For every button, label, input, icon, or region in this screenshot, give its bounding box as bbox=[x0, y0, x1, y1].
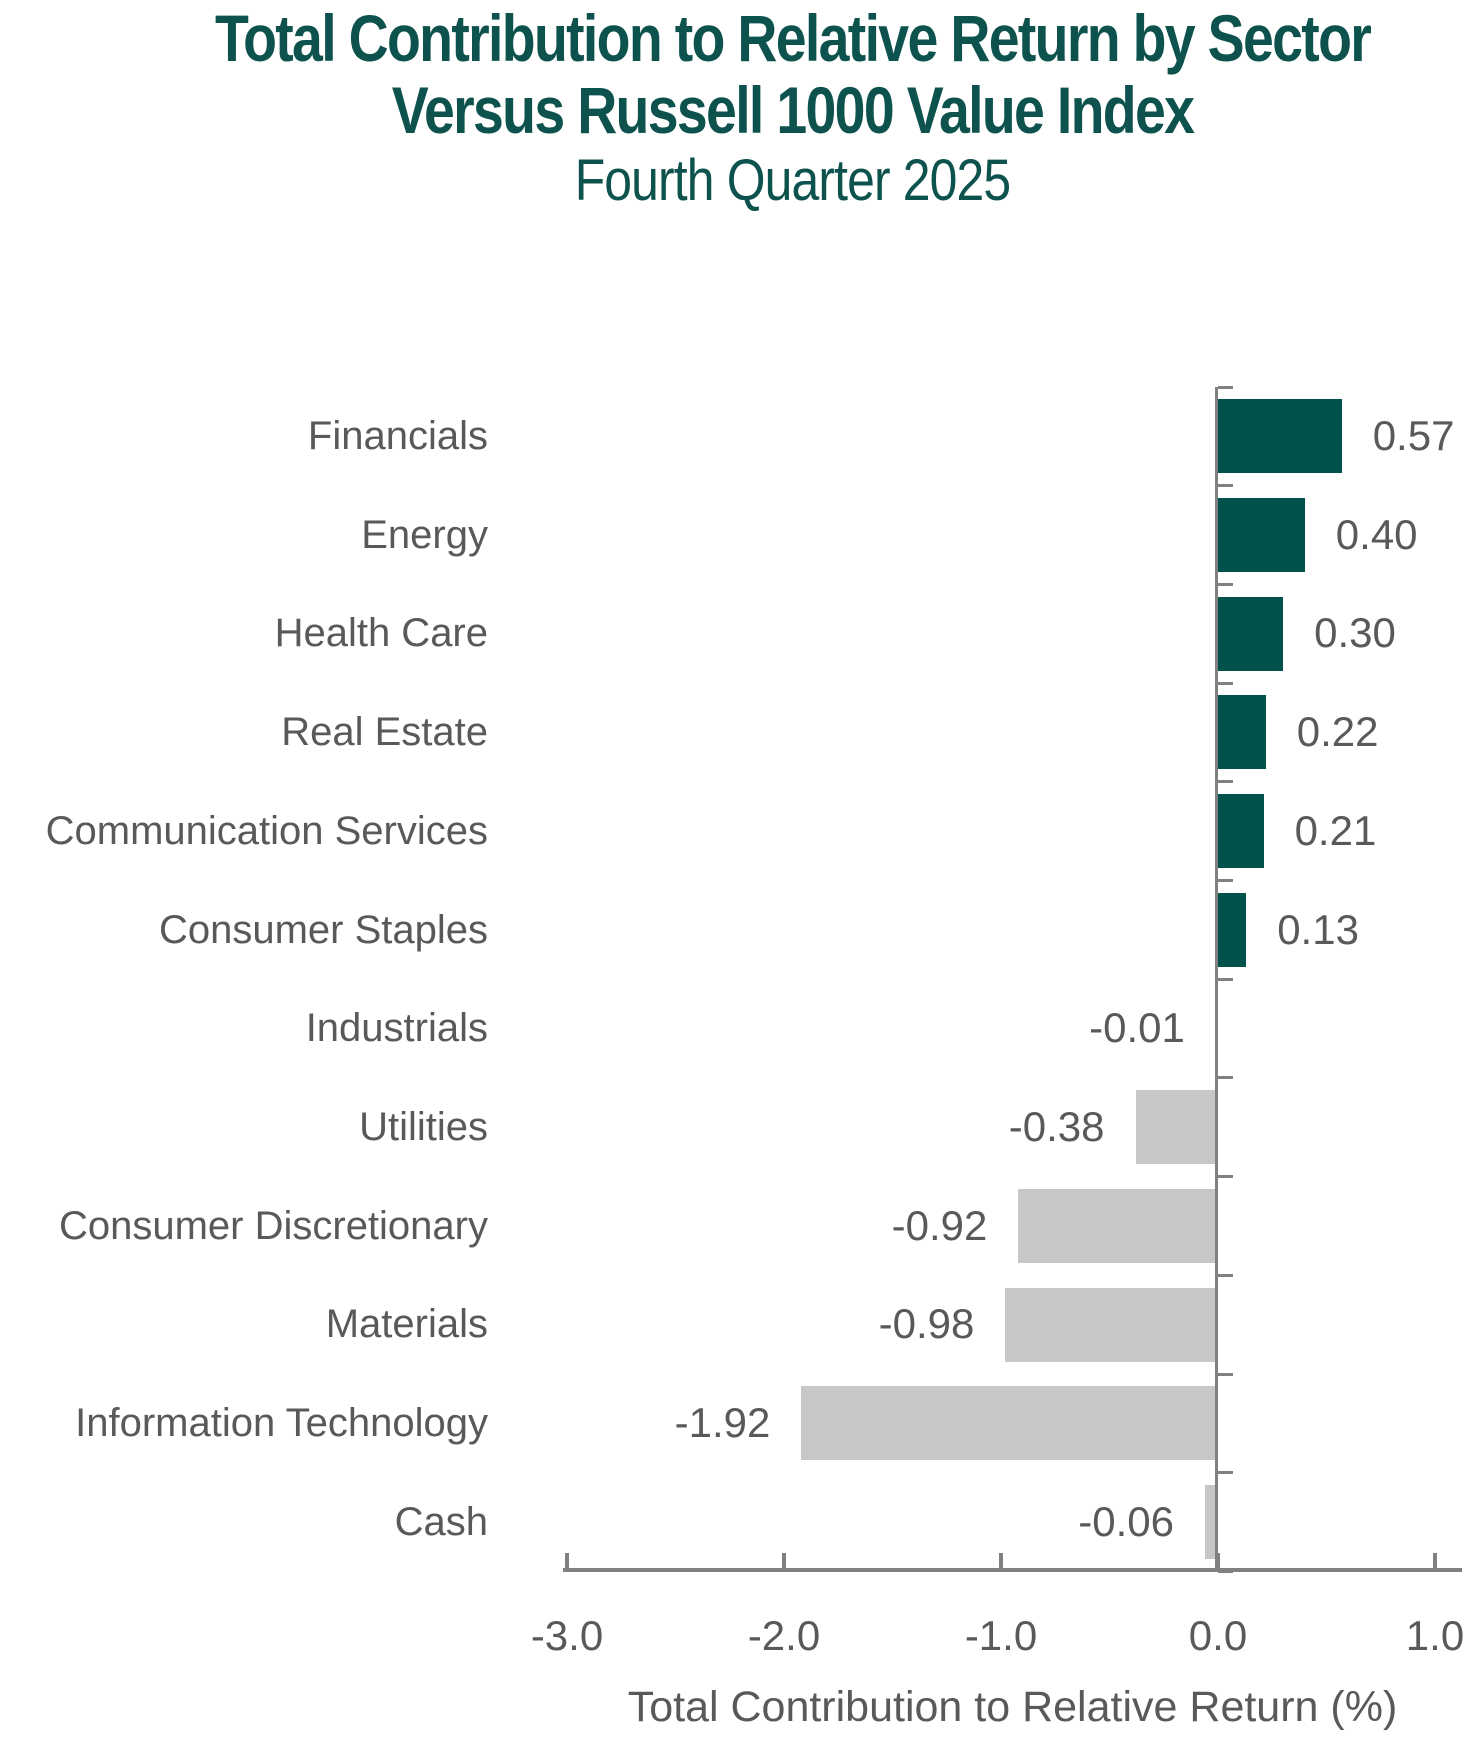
zero-axis-tick bbox=[1218, 484, 1233, 488]
zero-axis-tick bbox=[1218, 780, 1233, 784]
category-label-industrials: Industrials bbox=[305, 1006, 488, 1051]
zero-axis-line bbox=[1215, 387, 1218, 1568]
value-label-utilities: -0.38 bbox=[1008, 1102, 1105, 1150]
value-label-cash: -0.06 bbox=[1078, 1497, 1174, 1545]
bar-financials bbox=[1218, 399, 1342, 474]
zero-axis-tick bbox=[1218, 1273, 1233, 1277]
category-label-communication-services: Communication Services bbox=[45, 808, 488, 853]
category-label-utilities: Utilities bbox=[359, 1104, 488, 1149]
x-axis-tick bbox=[565, 1553, 569, 1568]
category-label-energy: Energy bbox=[361, 512, 488, 557]
bar-energy bbox=[1218, 498, 1305, 573]
chart-title-block: Total Contribution to Relative Return by… bbox=[105, 2, 1479, 216]
category-label-real-estate: Real Estate bbox=[281, 710, 488, 755]
x-axis-tick-label: -3.0 bbox=[530, 1612, 604, 1659]
chart-title-line1: Total Contribution to Relative Return by… bbox=[215, 1, 1372, 75]
value-label-materials: -0.98 bbox=[878, 1300, 975, 1348]
bar-communication-services bbox=[1218, 794, 1264, 869]
value-label-consumer-staples: 0.13 bbox=[1277, 905, 1359, 953]
category-label-consumer-discretionary: Consumer Discretionary bbox=[58, 1203, 488, 1248]
bar-health-care bbox=[1218, 596, 1284, 671]
zero-axis-tick bbox=[1218, 1076, 1233, 1080]
x-axis-tick-label: -1.0 bbox=[964, 1612, 1038, 1659]
value-label-financials: 0.57 bbox=[1372, 412, 1455, 459]
value-label-consumer-discretionary: -0.92 bbox=[891, 1201, 988, 1249]
bar-utilities bbox=[1135, 1090, 1218, 1165]
category-label-consumer-staples: Consumer Staples bbox=[158, 907, 488, 952]
chart-subtitle: Fourth Quarter 2025 bbox=[574, 148, 1011, 213]
zero-axis-tick bbox=[1218, 977, 1233, 981]
bar-cash bbox=[1204, 1485, 1218, 1560]
chart-title-line2: Versus Russell 1000 Value Index bbox=[391, 73, 1195, 147]
value-label-energy: 0.40 bbox=[1335, 510, 1418, 558]
value-label-health-care: 0.30 bbox=[1314, 609, 1396, 657]
category-label-financials: Financials bbox=[307, 414, 488, 458]
category-label-cash: Cash bbox=[394, 1499, 488, 1544]
value-label-industrials: -0.01 bbox=[1089, 1004, 1185, 1052]
bar-consumer-staples bbox=[1218, 892, 1247, 967]
category-label-materials: Materials bbox=[325, 1302, 488, 1347]
bar-consumer-discretionary bbox=[1018, 1188, 1218, 1263]
bar-information-technology bbox=[801, 1386, 1218, 1461]
x-axis-line bbox=[563, 1568, 1462, 1572]
category-label-information-technology: Information Technology bbox=[75, 1401, 488, 1445]
value-label-information-technology: -1.92 bbox=[674, 1399, 771, 1446]
x-axis-tick-label: -2.0 bbox=[747, 1612, 821, 1659]
zero-axis-tick bbox=[1218, 879, 1233, 882]
zero-axis-tick bbox=[1218, 681, 1233, 685]
category-label-health-care: Health Care bbox=[274, 611, 488, 656]
x-axis-tick bbox=[1216, 1553, 1220, 1568]
zero-axis-tick bbox=[1218, 1471, 1233, 1475]
x-axis-title: Total Contribution to Relative Return (%… bbox=[627, 1683, 1398, 1731]
x-axis-tick bbox=[1433, 1553, 1437, 1568]
value-label-real-estate: 0.22 bbox=[1296, 708, 1379, 756]
value-label-communication-services: 0.21 bbox=[1294, 806, 1377, 854]
zero-axis-tick bbox=[1218, 582, 1233, 586]
x-axis-tick bbox=[999, 1553, 1003, 1568]
x-axis-tick bbox=[782, 1553, 786, 1568]
bar-real-estate bbox=[1218, 695, 1266, 770]
zero-axis-tick bbox=[1218, 1372, 1233, 1376]
zero-axis-tick bbox=[1218, 385, 1233, 389]
x-axis-tick-label: 1.0 bbox=[1405, 1612, 1465, 1659]
zero-axis-tick bbox=[1218, 1175, 1233, 1179]
bar-materials bbox=[1005, 1287, 1218, 1362]
x-axis-tick-label: 0.0 bbox=[1188, 1612, 1248, 1659]
